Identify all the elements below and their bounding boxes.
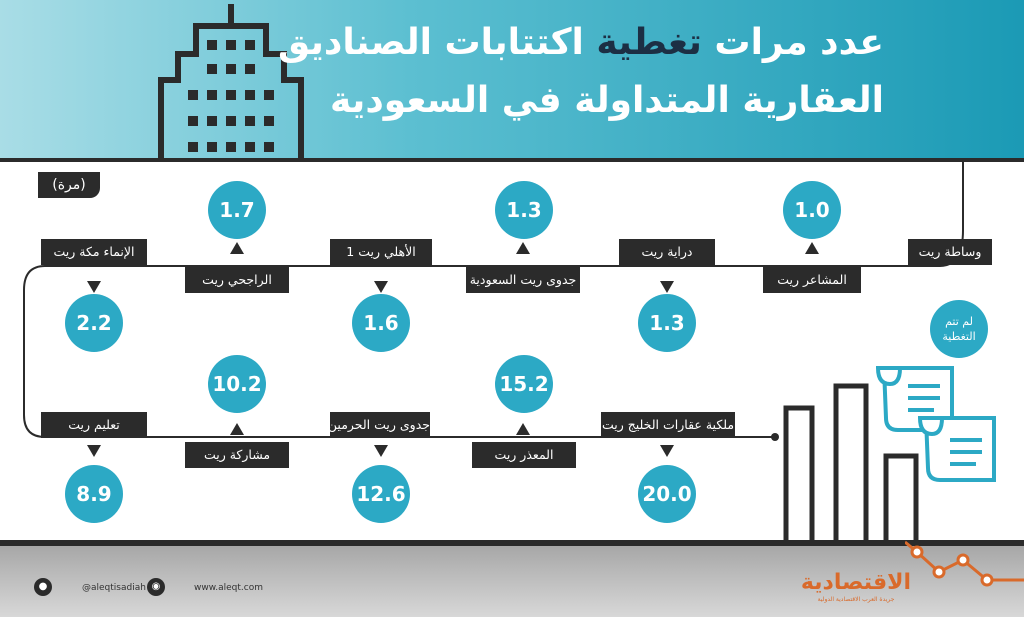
fund-label: الأهلي ريت 1 <box>330 239 432 265</box>
fund-label: جدوى ريت السعودية <box>466 267 580 293</box>
fund-label: الراجحي ريت <box>185 267 289 293</box>
unit-label: (مرة) <box>38 172 100 198</box>
arrow-up-icon <box>230 423 244 435</box>
bar-chart-icon <box>783 383 919 543</box>
arrow-up-icon <box>516 423 530 435</box>
fund-label: تعليم ريت <box>41 412 147 438</box>
arrow-up-icon <box>805 242 819 254</box>
arrow-up-icon <box>516 242 530 254</box>
value-circle: 1.7 <box>208 181 266 239</box>
arrow-up-icon <box>230 242 244 254</box>
footer <box>0 540 1024 617</box>
document-icon <box>875 366 996 482</box>
arrow-down-icon <box>374 445 388 457</box>
fund-label: المشاعر ريت <box>763 267 861 293</box>
brand-logo: الاقتصادية <box>800 570 912 595</box>
brand-logo-subtitle: جريدة العرب الاقتصادية الدولية <box>817 596 895 603</box>
website-link[interactable]: www.aleqt.com <box>194 583 263 593</box>
value-circle: 15.2 <box>495 355 553 413</box>
instagram-icon[interactable]: ◉ <box>147 578 165 596</box>
arrow-down-icon <box>660 445 674 457</box>
value-circle: 20.0 <box>638 465 696 523</box>
footer-divider <box>0 540 1024 546</box>
fund-label: مشاركة ريت <box>185 442 289 468</box>
arrow-down-icon <box>374 281 388 293</box>
arrow-down-icon <box>87 445 101 457</box>
title-line-2: العقارية المتداولة في السعودية <box>329 80 884 121</box>
fund-label: المعذر ريت <box>472 442 576 468</box>
arrow-down-icon <box>87 281 101 293</box>
trend-line-icon <box>905 540 1024 587</box>
value-circle: 8.9 <box>65 465 123 523</box>
title-line-1: عدد مرات تغطية اكتتابات الصناديق <box>277 22 884 63</box>
building-icon <box>158 4 304 162</box>
title-highlight: تغطية <box>596 22 702 63</box>
fund-label: وساطة ريت <box>908 239 992 265</box>
value-circle: لم تتم التغطية <box>930 300 988 358</box>
value-circle: 1.6 <box>352 294 410 352</box>
value-circle: 2.2 <box>65 294 123 352</box>
fund-label: ملكية عقارات الخليج ريت <box>601 412 735 438</box>
fund-label: جدوى ريت الحرمين <box>330 412 430 438</box>
twitter-icon[interactable]: ● <box>34 578 52 596</box>
value-circle: 1.3 <box>495 181 553 239</box>
value-circle: 12.6 <box>352 465 410 523</box>
value-circle: 10.2 <box>208 355 266 413</box>
social-handle[interactable]: @aleqtisadiah <box>82 583 146 593</box>
header-divider <box>0 158 1024 162</box>
value-circle: 1.0 <box>783 181 841 239</box>
value-circle: 1.3 <box>638 294 696 352</box>
fund-label: الإنماء مكة ريت <box>41 239 147 265</box>
arrow-down-icon <box>660 281 674 293</box>
fund-label: دراية ريت <box>619 239 715 265</box>
